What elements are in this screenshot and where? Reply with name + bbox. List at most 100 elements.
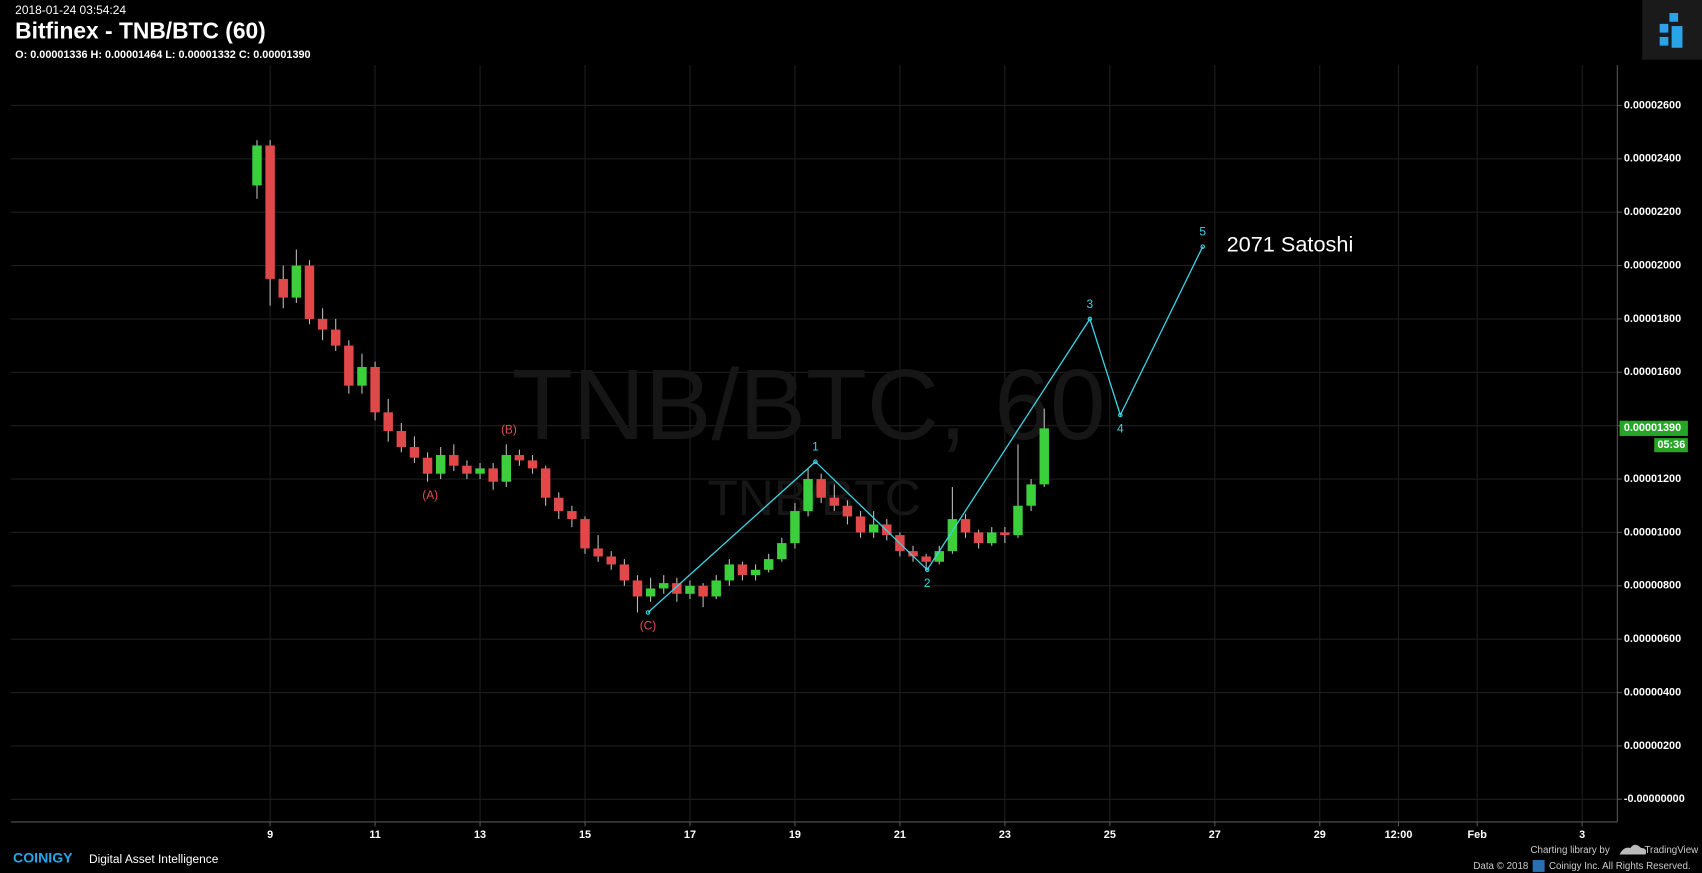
wave-line [647,246,1204,613]
chart-title: Bitfinex - TNB/BTC (60) [15,18,266,44]
candle-body [1039,428,1049,485]
candle-body [409,447,420,458]
candle-body [921,556,931,562]
last-price-box [1619,420,1688,436]
x-tick-label: 17 [684,829,696,841]
candle-body [370,366,380,413]
y-tick-label: 0.00001200 [1624,473,1681,485]
x-tick-label: 29 [1314,829,1326,841]
wave-label: 5 [1199,225,1206,239]
x-tick-label: 11 [369,829,380,841]
candle-body [435,455,446,474]
candle-body [527,460,538,469]
candle-body [422,457,433,474]
candle-body [567,511,577,520]
y-tick-label: 0.00002400 [1624,153,1681,165]
x-tick-label: 15 [579,829,591,841]
watermark-subtitle: TNB/BTC [707,470,921,526]
wave-label: (C) [640,619,657,633]
candle-body [737,564,748,576]
wave-label: 2 [924,576,931,590]
candle-body [711,580,721,597]
candle-body [330,329,341,346]
candle-body [344,345,354,386]
y-tick-label: 0.00001800 [1624,313,1681,325]
candle-body [934,551,944,562]
candle-body [763,559,774,570]
candle-body [1026,484,1036,506]
candle-body [698,585,708,597]
x-tick-label: 21 [894,829,906,841]
candle-body [842,505,853,517]
annotation: 2071 Satoshi [1227,231,1354,256]
y-tick-label: 0.00000600 [1624,633,1681,645]
footer-data: Data © 2018 [1473,861,1528,872]
footer-icon [1532,859,1545,872]
logo-square [1671,26,1683,48]
candle-body [265,145,275,279]
candle-body [619,564,630,581]
candle-body [357,366,367,386]
candle-body [580,519,590,549]
wave-label: 1 [812,440,819,454]
candle-body [659,583,669,589]
wave-label: 4 [1117,421,1124,435]
y-tick-label: 0.00001000 [1624,526,1681,538]
candle-body [908,551,918,557]
candle-body [462,465,472,474]
x-tick-label: 27 [1209,829,1221,841]
logo-square [1669,13,1679,22]
candle-body [514,455,525,461]
candle-body [724,564,735,581]
countdown: 05:36 [1657,439,1685,451]
candle-body [973,532,984,544]
footer-rights: Coinigy Inc. All Rights Reserved. [1549,861,1691,872]
candle-body [383,412,393,432]
candle-body [868,524,879,533]
candle-body [632,580,643,597]
candle-body [278,278,288,298]
y-tick-label: 0.00002200 [1624,206,1681,218]
candle-body [449,455,459,466]
candle-body [606,556,616,565]
candle-body [396,431,407,448]
countdown-box [1654,438,1688,453]
candle-body [475,468,485,474]
candle-body [672,583,682,594]
y-tick-label: 0.00000200 [1624,740,1681,752]
candle-body [987,532,997,544]
x-tick-label: 9 [267,829,273,841]
x-tick-label: Feb [1468,829,1488,841]
candle-body [855,516,866,533]
candle-body [1013,505,1023,536]
candle-body [488,468,498,482]
grid [10,65,1618,822]
candle-body [790,511,800,544]
candle-body [777,543,787,560]
timestamp: 2018-01-24 03:54:24 [15,3,126,17]
x-tick-label: 19 [789,829,801,841]
logo-square [1659,36,1669,46]
wave-label: (B) [501,422,517,436]
candle-body [304,265,315,319]
wave-point [1200,244,1206,249]
candle-body [816,479,826,498]
watermark-title: TNB/BTC, 60 [512,350,1106,461]
y-tick-label: 0.00001600 [1624,366,1681,378]
y-tick-label: 0.00000800 [1624,580,1681,592]
wave-point [1118,412,1123,418]
footer-brand: COINIGY [13,850,73,866]
candle-body [317,318,328,330]
candle-body [645,588,656,597]
wave-point [813,459,818,464]
candle-body [685,585,695,594]
x-tick-label: 25 [1104,829,1116,841]
wave-point [924,567,930,573]
footer-tagline: Digital Asset Intelligence [89,852,219,866]
tradingview-icon [1619,844,1647,855]
logo-square [1659,23,1669,33]
ohlc-line: O: 0.00001336 H: 0.00001464 L: 0.0000133… [15,49,310,61]
candle-body [803,479,813,512]
